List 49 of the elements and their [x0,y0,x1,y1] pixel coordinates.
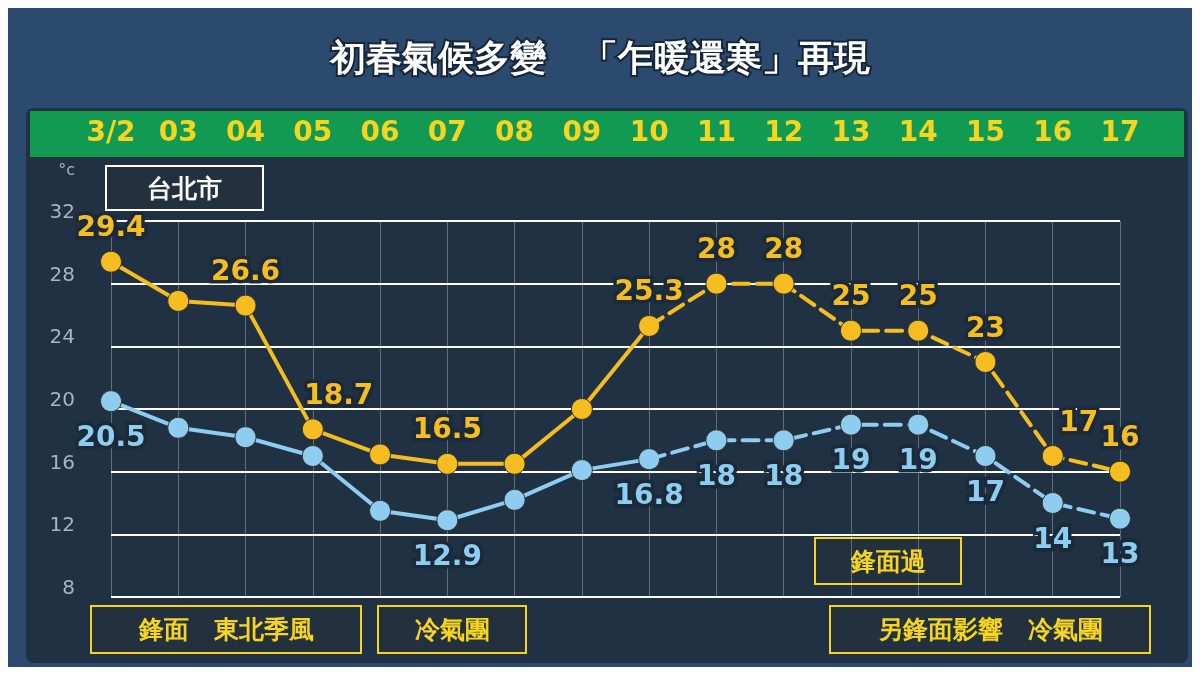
x-tick-label: 14 [898,114,938,148]
data-label: 28 [696,232,736,266]
data-label: 18.7 [304,377,374,411]
data-label: 25 [898,279,938,313]
data-label: 17 [1059,404,1099,438]
x-tick-label: 05 [293,114,333,148]
x-tick-label: 17 [1100,114,1140,148]
data-label: 26.6 [210,254,281,288]
data-label: 16 [1100,420,1140,454]
text: 鋒面 東北季風 [137,615,314,644]
y-tick-label: 8 [62,575,75,599]
x-tick-label: 16 [1033,114,1073,148]
x-tick-label: 06 [360,114,400,148]
y-tick-label: 20 [49,387,75,411]
x-tick-label: 3/2 [86,114,136,148]
x-tick-label: 10 [629,114,669,148]
data-label: 19 [898,443,938,477]
data-label: 16.5 [412,412,482,446]
y-tick-label: 32 [49,199,75,223]
y-tick-label: 12 [49,512,75,537]
x-tick-label: 09 [562,114,602,148]
data-label: 19 [831,443,871,477]
x-tick-label: 15 [965,114,1005,148]
data-label: 25 [831,279,871,313]
x-tick-label: 12 [764,114,804,148]
data-label: 29.4 [76,210,146,244]
data-label: 25.3 [614,274,684,308]
data-label: 12.9 [412,538,482,572]
text: 台北市 [147,173,222,203]
x-tick-label: 03 [158,114,198,148]
y-tick-label: 28 [49,261,75,286]
data-label: 16.8 [614,477,684,511]
data-label: 23 [965,310,1005,344]
chart-title: 初春氣候多變 「乍暖還寒」再現 [329,36,870,78]
x-tick-label: 08 [495,114,535,148]
y-tick-label: 16 [49,449,75,474]
x-tick-label: 13 [831,114,871,148]
y-tick-label: 24 [49,324,75,349]
data-label: 28 [764,232,804,266]
data-label: 13 [1100,537,1140,571]
data-label: 17 [965,474,1005,508]
annotation: 鋒面過 [849,546,926,576]
text: 另鋒面影響 冷氣團 [877,615,1103,644]
data-label: 20.5 [76,419,146,453]
y-axis-title: °c [58,159,75,179]
x-tick-label: 11 [696,114,736,148]
x-tick-label: 07 [427,114,467,148]
x-tick-label: 04 [226,114,266,148]
text: 冷氣團 [414,615,490,644]
